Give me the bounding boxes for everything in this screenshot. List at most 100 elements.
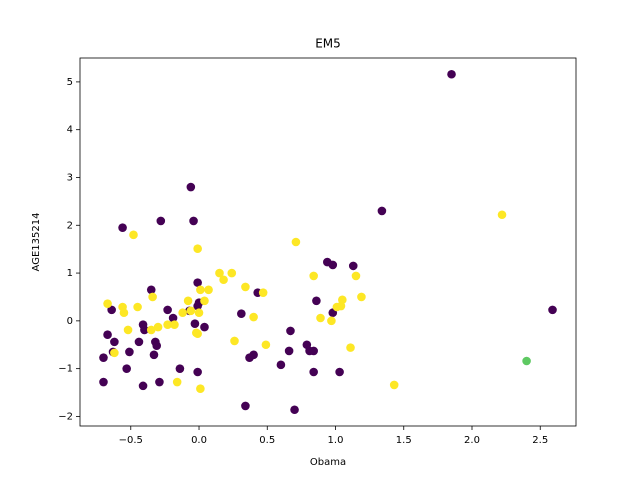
point [110,337,119,347]
point [193,278,202,287]
point [230,336,239,346]
x-tick-label: 2.5 [532,435,548,446]
x-tick-label: 1.5 [396,435,412,446]
point [291,237,301,247]
point [227,268,237,278]
y-tick-label: −2 [58,411,73,422]
point [149,350,159,360]
point [328,260,338,270]
point [290,405,299,415]
point [122,364,131,373]
point [377,206,387,216]
point [389,380,399,390]
point [215,268,224,278]
point [170,320,179,329]
point [194,308,204,318]
point [196,285,205,295]
point [103,299,112,308]
x-tick-label: −0.5 [119,435,143,446]
y-tick-label: 5 [67,77,73,88]
point [309,271,318,281]
point [276,360,286,370]
point [261,340,271,350]
point [309,367,318,377]
point [497,210,507,220]
point [316,313,325,323]
point [286,326,295,336]
point [148,292,157,302]
point [193,301,202,311]
y-tick-label: 2 [67,220,73,231]
point [103,330,112,340]
point [204,285,213,295]
x-axis-label: Obama [310,457,346,468]
point [200,296,209,306]
point [138,381,148,391]
x-tick-label: 1.0 [328,435,344,446]
point [284,346,294,356]
point [155,377,164,387]
x-tick-label: 0.0 [191,435,207,446]
point [357,292,366,302]
point [312,296,321,306]
point [241,401,250,411]
point [125,347,134,357]
y-tick-label: 1 [67,268,73,279]
point [172,377,182,387]
point [189,216,198,226]
point [99,353,108,362]
point [196,384,205,394]
y-axis-label: AGE135214 [31,213,42,272]
point [186,306,196,316]
y-tick-label: 4 [67,125,73,136]
point [335,367,344,377]
point [153,322,163,332]
point [548,305,557,315]
point [245,353,254,362]
x-tick-label: 0.5 [259,435,275,446]
plot-frame [79,57,577,427]
point [146,285,156,295]
point [163,320,172,329]
point [123,325,133,335]
point [156,216,166,226]
point [327,316,336,326]
point [107,305,116,315]
point [522,356,531,366]
point [348,261,358,271]
point [183,296,193,306]
point [193,244,202,253]
point [134,337,144,347]
point [110,348,119,358]
point [99,377,108,387]
point [186,182,196,192]
point [129,230,138,240]
point [178,308,187,318]
point [152,341,162,351]
point [190,319,200,329]
point [140,325,149,335]
point [200,322,209,332]
y-tick-label: −1 [58,364,73,375]
x-tick-label: 2.0 [464,435,480,446]
point [346,343,355,352]
point [118,223,127,232]
y-tick-label: 0 [67,316,73,327]
point [193,329,202,339]
point [133,302,142,312]
point [249,312,258,322]
point [258,288,268,297]
point [309,346,318,356]
point [163,305,172,315]
y-tick-label: 3 [67,172,73,183]
chart-title: EM5 [315,37,341,51]
point [146,325,156,335]
point [237,309,246,318]
point [219,275,228,285]
point [175,364,185,373]
point [241,282,250,292]
point [168,313,178,323]
point [193,367,202,377]
